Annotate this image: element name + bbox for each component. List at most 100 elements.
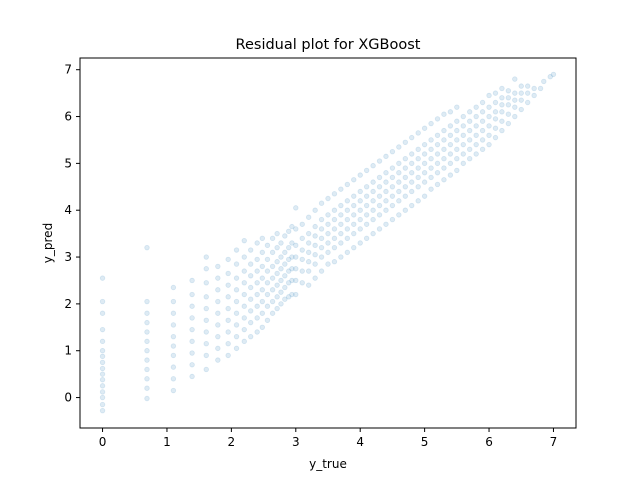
x-axis-ticks: 0 1 2 3 4 5 6 7 (99, 428, 558, 449)
scatter-point (264, 291, 271, 298)
scatter-point (233, 322, 240, 328)
scatter-point (473, 151, 479, 157)
x-tick-label: 6 (485, 435, 493, 449)
scatter-point (331, 235, 338, 242)
scatter-point (499, 127, 505, 134)
scatter-point (454, 127, 460, 134)
scatter-point (264, 317, 271, 323)
scatter-point (99, 275, 106, 281)
scatter-point (282, 233, 288, 239)
scatter-point (241, 268, 247, 274)
scatter-point (144, 319, 150, 326)
scatter-point (305, 230, 312, 237)
scatter-point (409, 170, 415, 176)
scatter-point (467, 109, 473, 115)
scatter-point (203, 317, 209, 323)
scatter-point (254, 240, 260, 246)
scatter-point (318, 235, 325, 242)
scatter-point (441, 165, 447, 171)
scatter-point (312, 275, 318, 281)
scatter-point (259, 324, 265, 330)
scatter-point (318, 244, 325, 251)
scatter-point (421, 170, 428, 176)
scatter-point (170, 352, 177, 359)
scatter-point (99, 348, 106, 354)
scatter-point (282, 284, 288, 291)
scatter-point (203, 266, 209, 272)
x-tick-label: 3 (292, 435, 300, 449)
scatter-point (344, 216, 351, 223)
x-tick-label: 5 (421, 435, 429, 449)
y-axis-ticks: 0 1 2 3 4 5 6 7 (64, 63, 80, 405)
scatter-point (447, 132, 454, 138)
scatter-point (305, 214, 312, 220)
scatter-point (233, 275, 240, 281)
scatter-point (467, 155, 473, 162)
scatter-point (286, 244, 292, 251)
scatter-point (541, 78, 547, 85)
scatter-point (203, 254, 209, 260)
scatter-point (293, 226, 299, 232)
scatter-point (460, 123, 466, 129)
scatter-point (383, 188, 389, 195)
scatter-point (434, 151, 441, 157)
scatter-point (189, 350, 195, 356)
scatter-point (338, 212, 344, 218)
scatter-point (344, 207, 351, 213)
scatter-point (434, 160, 441, 167)
scatter-point (312, 233, 318, 239)
scatter-point (254, 291, 260, 298)
scatter-point (492, 99, 499, 106)
scatter-point (318, 268, 325, 274)
scatter-point (274, 294, 280, 300)
scatter-point (99, 407, 106, 414)
scatter-point (486, 113, 492, 120)
scatter-point (286, 256, 292, 263)
scatter-point (389, 202, 396, 209)
scatter-point (338, 202, 344, 209)
scatter-point (376, 158, 383, 164)
scatter-point (170, 310, 177, 316)
scatter-point (144, 395, 150, 402)
scatter-point (370, 216, 376, 223)
scatter-point (505, 95, 512, 101)
x-tick-label: 0 (99, 435, 107, 449)
scatter-point (189, 291, 195, 298)
scatter-point (325, 240, 331, 246)
scatter-point (357, 226, 363, 232)
y-tick-label: 0 (64, 391, 72, 405)
scatter-point (499, 102, 505, 108)
scatter-point (233, 333, 240, 340)
scatter-point (415, 165, 421, 171)
scatter-point (170, 298, 177, 305)
scatter-point (215, 333, 221, 340)
scatter-point (344, 181, 351, 188)
scatter-point (447, 172, 454, 178)
scatter-point (269, 263, 276, 270)
scatter-point (492, 125, 499, 131)
scatter-point (460, 141, 466, 148)
scatter-point (225, 352, 231, 359)
scatter-point (428, 186, 434, 192)
scatter-point (144, 298, 150, 305)
scatter-point (499, 118, 505, 124)
scatter-point (241, 338, 247, 345)
y-tick-label: 4 (64, 203, 72, 217)
scatter-point (441, 127, 447, 134)
scatter-point (247, 333, 254, 340)
scatter-point (247, 273, 254, 279)
scatter-point (467, 127, 473, 134)
scatter-point (524, 83, 531, 89)
scatter-point (286, 228, 292, 234)
scatter-point (505, 102, 512, 108)
points-layer (99, 71, 557, 414)
scatter-point (434, 141, 441, 148)
scatter-point (363, 193, 370, 199)
scatter-point (293, 277, 299, 284)
scatter-point (441, 137, 447, 143)
scatter-point (383, 170, 389, 176)
scatter-point (518, 90, 524, 96)
scatter-point (344, 249, 351, 256)
scatter-point (473, 132, 479, 138)
x-tick-label: 7 (550, 435, 558, 449)
